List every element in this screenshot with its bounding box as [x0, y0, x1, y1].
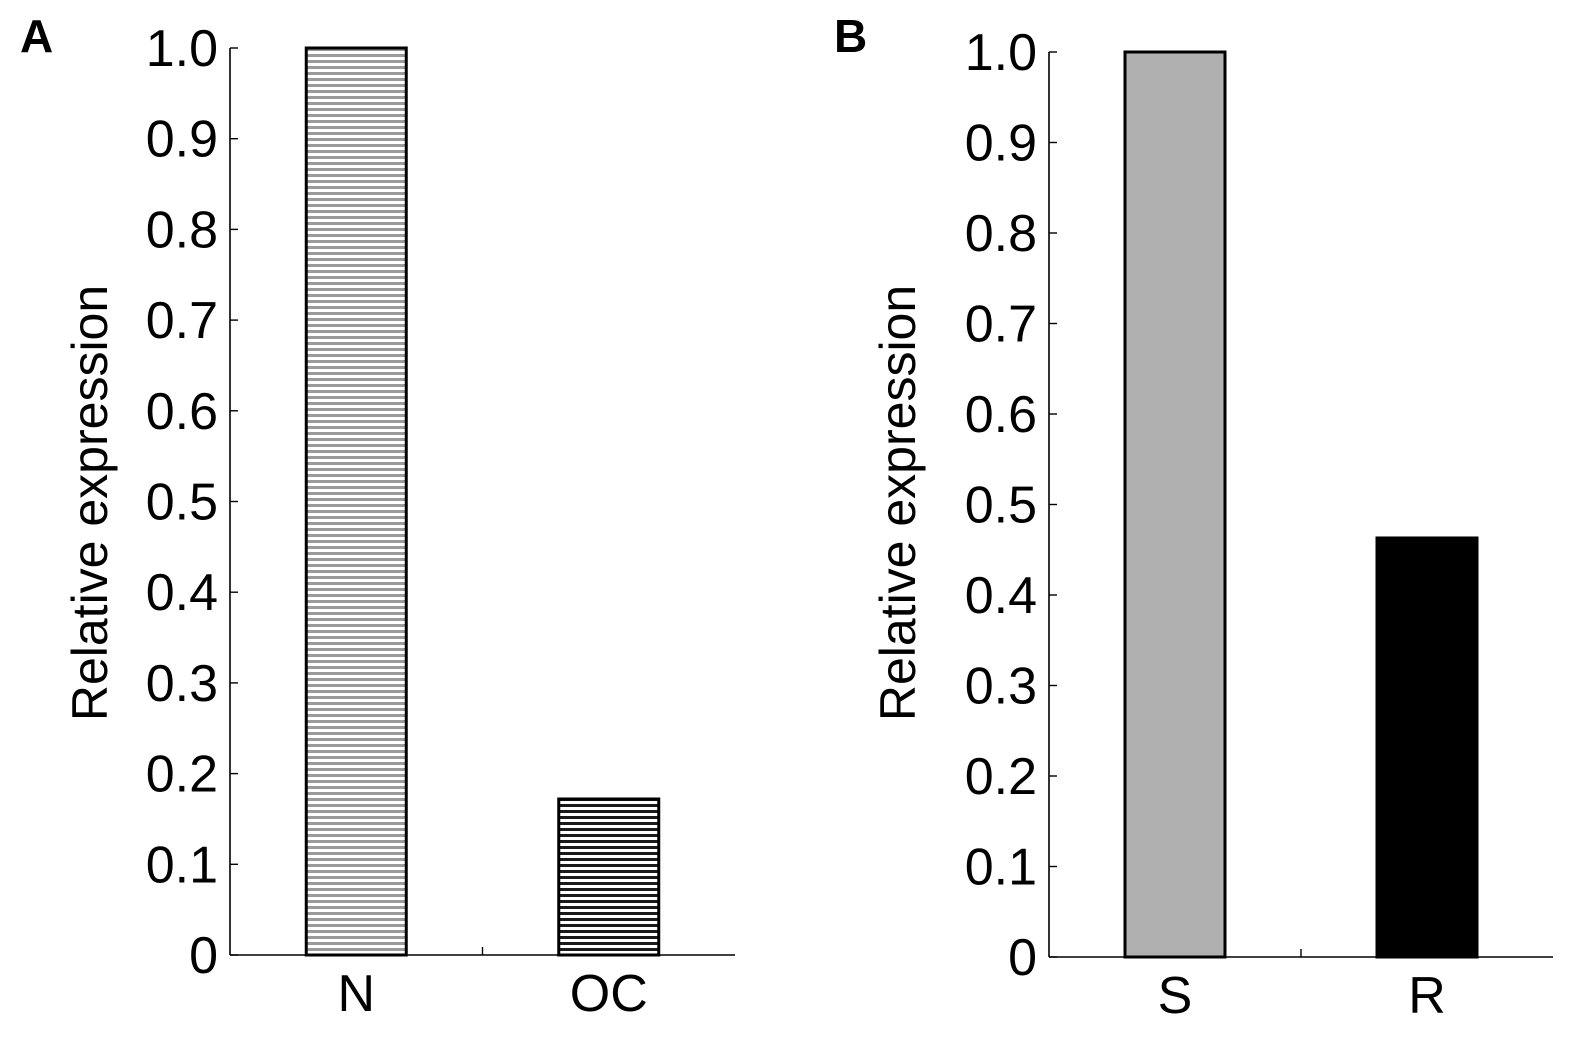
- y-tick-label: 0.7: [965, 296, 1037, 354]
- y-tick-label: 0.2: [965, 748, 1037, 806]
- bar-n: [304, 46, 408, 957]
- y-tick-label: 0.8: [965, 205, 1037, 263]
- y-tick-label: 0.5: [146, 474, 218, 532]
- x-category-label: S: [1158, 967, 1193, 1025]
- y-tick-label: 0.6: [146, 383, 218, 441]
- y-tick-label: 0.4: [146, 564, 218, 622]
- y-tick-label: 0: [189, 927, 218, 985]
- y-tick-label: 0.6: [965, 386, 1037, 444]
- bar-r: [1375, 536, 1479, 959]
- y-tick-label: 0.9: [146, 111, 218, 169]
- x-category-label: R: [1408, 967, 1446, 1025]
- y-tick-label: 1.0: [965, 24, 1037, 82]
- x-ticks-a: N OC: [337, 947, 648, 1023]
- y-ticks-a: 0 0.1 0.2 0.3 0.4 0.5 0.6 0.7 0.8 0.9 1.0: [146, 20, 238, 985]
- panel-label-a: A: [20, 10, 53, 62]
- y-axis-title-b: Relative expression: [870, 285, 926, 721]
- panel-b: B Relative expression 0 0.1 0.2 0.3 0.4 0.5 0.…: [834, 10, 1553, 1025]
- y-tick-label: 0.7: [146, 292, 218, 350]
- y-tick-label: 0.8: [146, 201, 218, 259]
- x-category-label: N: [337, 965, 375, 1023]
- bars-b: [1123, 50, 1479, 959]
- y-tick-label: 0.3: [146, 655, 218, 713]
- y-tick-label: 0.5: [965, 477, 1037, 535]
- panel-label-b: B: [834, 10, 867, 62]
- y-tick-label: 0.1: [146, 836, 218, 894]
- bar-s: [1123, 50, 1227, 959]
- y-tick-label: 0: [1008, 929, 1037, 987]
- y-tick-label: 0.9: [965, 115, 1037, 173]
- x-category-label: OC: [570, 965, 648, 1023]
- panel-a: A Relative expression 0 0.1 0.2 0.3 0.4 0.5 0.…: [20, 10, 735, 1023]
- y-tick-label: 0.3: [965, 658, 1037, 716]
- bar-oc: [557, 797, 661, 957]
- y-ticks-b: 0 0.1 0.2 0.3 0.4 0.5 0.6 0.7 0.8 0.9 1.0: [965, 24, 1057, 987]
- y-tick-label: 0.4: [965, 567, 1037, 625]
- y-tick-label: 0.1: [965, 839, 1037, 897]
- bars-a: [304, 46, 661, 957]
- y-tick-label: 1.0: [146, 20, 218, 78]
- axes-a: [229, 48, 735, 956]
- y-axis-title-a: Relative expression: [62, 285, 118, 721]
- axes-b: [1048, 52, 1553, 958]
- y-tick-label: 0.2: [146, 746, 218, 804]
